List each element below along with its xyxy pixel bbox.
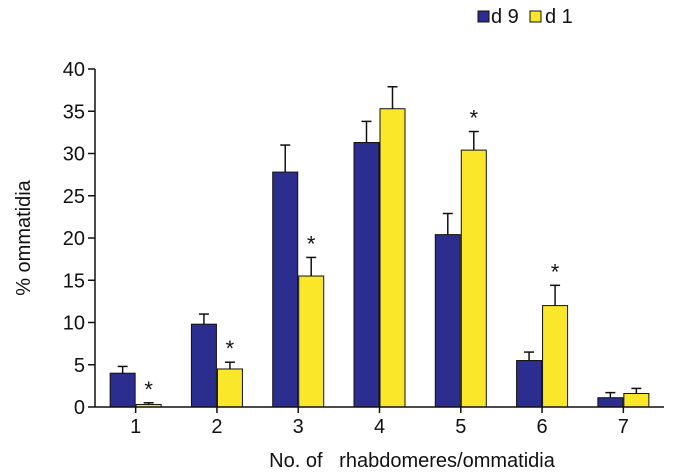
significance-marker-c3: * <box>307 231 316 256</box>
significance-marker-c2: * <box>226 336 235 361</box>
bar-s1-c7 <box>623 392 650 408</box>
y-tick-label: 25 <box>63 186 85 208</box>
bars-layer: * * * * * <box>109 85 650 408</box>
y-tick-label: 30 <box>63 144 85 166</box>
y-tick-label: 15 <box>63 270 85 292</box>
x-tick-label: 4 <box>374 416 385 438</box>
legend-swatch-d9 <box>477 10 490 23</box>
bar-s1-c4 <box>379 108 406 408</box>
significance-marker-c6: * <box>551 259 560 284</box>
bar-s0-c4 <box>353 142 380 408</box>
y-tick-label: 10 <box>63 313 85 335</box>
y-tick-label: 20 <box>63 228 85 250</box>
y-tick-label: 0 <box>74 397 85 419</box>
bar-s1-c6 <box>542 305 569 408</box>
legend-swatch-d1 <box>529 10 542 23</box>
bar-s0-c7 <box>597 397 624 408</box>
bar-s0-c3 <box>272 171 299 408</box>
y-tick-label: 35 <box>63 101 85 123</box>
y-axis-label: % ommatidia <box>13 179 35 295</box>
bar-s1-c5 <box>460 149 487 408</box>
significance-marker-c5: * <box>470 106 479 131</box>
legend-label-d1: d 1 <box>545 6 573 28</box>
legend: d 9 d 1 <box>477 6 573 28</box>
x-tick-label: 3 <box>293 416 304 438</box>
bar-s0-c2 <box>190 323 217 408</box>
bar-s1-c3 <box>298 275 325 408</box>
x-tick-label: 5 <box>455 416 466 438</box>
axes-layer: 0 5 10 15 20 25 30 35 40 1 2 3 4 5 6 7 <box>63 59 664 438</box>
y-tick-label: 40 <box>63 59 85 81</box>
bar-s0-c6 <box>516 360 543 408</box>
x-tick-label: 7 <box>618 416 629 438</box>
legend-label-d9: d 9 <box>491 6 519 28</box>
x-tick-label: 1 <box>130 416 141 438</box>
bar-s0-c1 <box>109 372 136 408</box>
significance-marker-c1: * <box>144 377 153 402</box>
bar-s1-c2 <box>216 368 243 408</box>
x-tick-label: 6 <box>537 416 548 438</box>
x-tick-label: 2 <box>211 416 222 438</box>
x-axis-label: No. of rhabdomeres/ommatidia <box>269 450 556 472</box>
y-tick-label: 5 <box>74 355 85 377</box>
bar-s0-c5 <box>434 234 461 408</box>
